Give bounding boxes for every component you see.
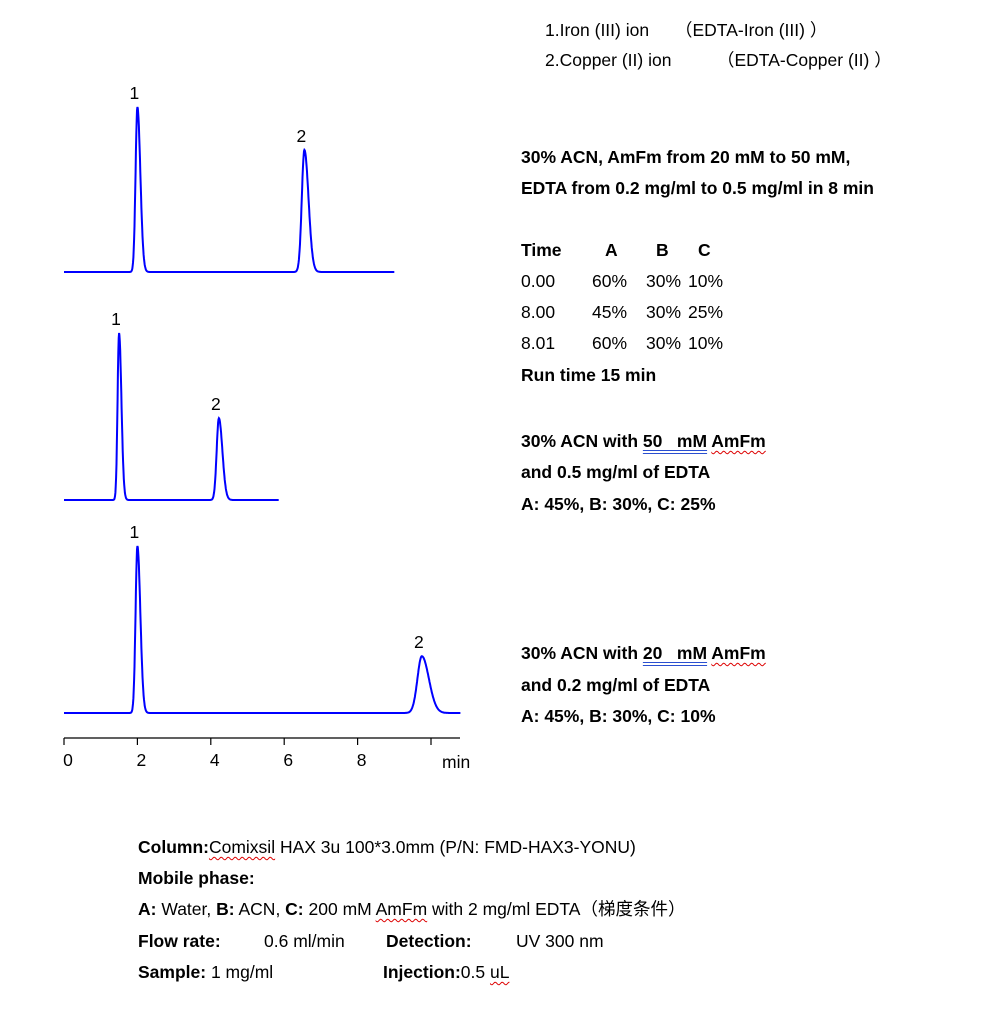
detection-label: Detection: <box>386 931 472 951</box>
flow-label: Flow rate: <box>138 931 221 951</box>
table-header: B <box>656 240 669 260</box>
text: 0.5 <box>460 962 490 982</box>
table-cell: 30% <box>646 271 682 291</box>
trace-3 <box>64 545 461 714</box>
table-cell: 8.01 <box>521 333 556 353</box>
x-tick-label: 6 <box>283 750 293 770</box>
label: B: <box>216 899 235 919</box>
table-cell: 10% <box>688 333 724 353</box>
trace-2 <box>64 332 279 501</box>
peak-label: 1 <box>111 309 121 329</box>
text: uL <box>489 962 510 982</box>
label: Injection: <box>383 962 461 982</box>
iso50-line-2: and 0.5 mg/ml of EDTA <box>521 462 711 482</box>
text: AmFm <box>711 643 766 663</box>
gradient-line-1: 30% ACN, AmFm from 20 mM to 50 mM, <box>521 147 851 167</box>
text: 200 mM <box>303 899 376 919</box>
label: C: <box>285 899 304 919</box>
iso20-line-1: 30% ACN with 20 mM AmFm <box>521 643 766 663</box>
table-cell: 0.00 <box>521 271 556 291</box>
iso50-line-3: A: 45%, B: 30%, C: 25% <box>521 494 716 514</box>
sample-info: Sample: 1 mg/ml <box>138 962 273 982</box>
peak-label: 1 <box>130 522 140 542</box>
peak-label: 2 <box>414 632 424 652</box>
peak-label: 2 <box>297 126 307 146</box>
text: 1 mg/ml <box>206 962 274 982</box>
text: ACN, <box>234 899 286 919</box>
table-cell: 8.00 <box>521 302 556 322</box>
legend-label: 1.Iron (III) ion <box>545 20 650 40</box>
iso20-line-2: and 0.2 mg/ml of EDTA <box>521 675 711 695</box>
text: Water, <box>156 899 217 919</box>
label: Sample: <box>138 962 207 982</box>
iso20-line-3: A: 45%, B: 30%, C: 10% <box>521 706 716 726</box>
x-tick-label: 2 <box>137 750 147 770</box>
legend-complex: （EDTA-Copper (II) ） <box>717 50 892 70</box>
injection-info: Injection:0.5 uL <box>383 962 509 982</box>
mobile-phase-info: A: Water, B: ACN, C: 200 mM AmFm with 2 … <box>138 899 685 919</box>
table-cell: 60% <box>592 271 628 291</box>
label: A: <box>138 899 157 919</box>
table-cell: 60% <box>592 333 628 353</box>
chromatogram-chart: 1 2 1 2 1 2 0 2 4 6 8 min <box>63 83 470 772</box>
iso50-line-1: 30% ACN with 50 mM AmFm <box>521 431 766 451</box>
x-tick-label: 8 <box>357 750 367 770</box>
table-cell: 30% <box>646 333 682 353</box>
text: HAX 3u 100*3.0mm (P/N: FMD-HAX3-YONU) <box>275 837 636 857</box>
table-cell: 25% <box>688 302 724 322</box>
legend-item-2: 2.Copper (II) ion （EDTA-Copper (II) ） <box>545 50 892 70</box>
x-tick-label: 4 <box>210 750 220 770</box>
flow-value: 0.6 ml/min <box>264 931 345 951</box>
table-header: Time <box>521 240 562 260</box>
table-header: C <box>698 240 711 260</box>
detection-value: UV 300 nm <box>516 931 604 951</box>
text: AmFm <box>375 899 428 919</box>
peak-label: 2 <box>211 394 221 414</box>
text: Comixsil <box>208 837 276 857</box>
table-cell: 45% <box>592 302 628 322</box>
legend-item-1: 1.Iron (III) ion （EDTA-Iron (III) ） <box>545 20 827 40</box>
table-cell: 10% <box>688 271 724 291</box>
text: 20 mM <box>642 643 708 663</box>
table-header: A <box>605 240 618 260</box>
legend-label: 2.Copper (II) ion <box>545 50 672 70</box>
legend-complex: （EDTA-Iron (III) ） <box>675 20 828 40</box>
table-cell: 30% <box>646 302 682 322</box>
label: Column: <box>138 837 209 857</box>
text: 30% ACN with <box>521 431 643 451</box>
gradient-line-2: EDTA from 0.2 mg/ml to 0.5 mg/ml in 8 mi… <box>521 178 874 198</box>
text: AmFm <box>711 431 766 451</box>
trace-1 <box>64 106 395 273</box>
x-axis-label: min <box>442 752 470 772</box>
text: 50 mM <box>642 431 708 451</box>
peak-label: 1 <box>130 83 140 103</box>
text: 30% ACN with <box>521 643 643 663</box>
mobile-phase-label: Mobile phase: <box>138 868 255 888</box>
x-tick-label: 0 <box>63 750 73 770</box>
text: with 2 mg/ml EDTA（梯度条件） <box>427 899 686 919</box>
column-info: Column:Comixsil HAX 3u 100*3.0mm (P/N: F… <box>138 837 636 857</box>
run-time: Run time 15 min <box>521 365 657 385</box>
